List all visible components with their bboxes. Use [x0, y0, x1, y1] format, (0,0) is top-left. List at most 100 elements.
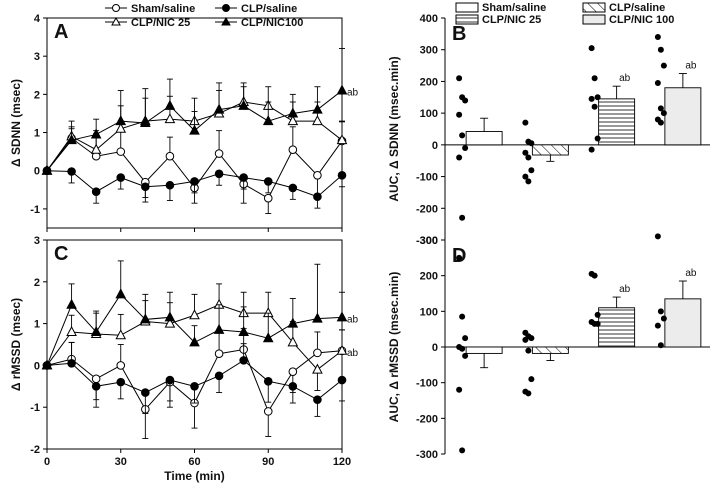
bar [531, 346, 569, 354]
data-point [190, 177, 199, 186]
data-point [91, 382, 101, 391]
legend-left-nic100: CLP/NIC100 [241, 17, 303, 29]
data-point [214, 149, 224, 158]
data-point [116, 377, 126, 387]
y-tick-label: 3 [34, 51, 40, 63]
data-point [213, 103, 225, 114]
data-point [164, 113, 176, 124]
data-point [115, 288, 127, 299]
individual-point [654, 322, 661, 329]
y-tick-label: -300 [416, 449, 438, 461]
individual-point [657, 308, 664, 315]
legend-swatch-gray-icon [582, 14, 606, 25]
panel-b-bar-chart: -300 -200 -100 0 100 200 300 400 AUC, Δ SDNN (ms… [387, 13, 710, 247]
data-point [336, 134, 348, 145]
individual-point [591, 103, 598, 110]
individual-point [660, 110, 667, 117]
individual-point [657, 105, 664, 112]
individual-point [525, 154, 532, 161]
individual-point [456, 154, 463, 161]
data-point [313, 395, 322, 404]
data-point [337, 171, 347, 180]
legend-filled-circle-icon [222, 4, 230, 12]
individual-point [459, 132, 466, 139]
data-point [239, 356, 248, 365]
individual-point [588, 95, 595, 102]
individual-point [657, 46, 664, 53]
y-tick-label: 3 [34, 235, 40, 247]
individual-point [525, 178, 532, 185]
data-point [66, 134, 77, 145]
individual-point [525, 347, 532, 354]
y-axis-label: AUC, Δ rMSSD (msec.min) [387, 272, 401, 423]
y-tick-label: -200 [416, 413, 438, 425]
data-point [263, 177, 273, 186]
y-tick-label: -100 [416, 378, 438, 390]
legend-left-nic25: CLP/NIC 25 [131, 17, 190, 29]
y-tick-label: 200 [420, 76, 438, 88]
bar-group-sham-saline [456, 75, 503, 221]
data-point [262, 115, 274, 126]
y-tick-label: -100 [416, 172, 438, 184]
significance-annotation: ab [347, 88, 359, 99]
data-point [312, 103, 323, 114]
data-point [313, 171, 322, 180]
y-tick-label: 0 [432, 140, 438, 152]
legend-right-sham: Sham/saline [482, 2, 546, 14]
y-tick-label: -300 [416, 235, 438, 247]
data-point [214, 169, 224, 179]
x-tick-label: 120 [333, 456, 351, 468]
data-point [238, 99, 249, 110]
individual-point [591, 272, 598, 279]
individual-point [456, 386, 463, 393]
bar [465, 131, 503, 146]
data-point [336, 84, 348, 95]
data-point [67, 167, 76, 176]
data-point [263, 193, 273, 203]
data-point [287, 317, 299, 328]
individual-point [462, 352, 469, 359]
y-tick-label: 100 [420, 306, 438, 318]
individual-point [660, 315, 667, 322]
x-tick-label: 0 [44, 456, 50, 468]
series-clp-nic100 [41, 48, 348, 175]
legend-right: Sham/saline CLP/saline CLP/NIC 25 CLP/NI… [455, 2, 674, 26]
data-point [313, 192, 322, 201]
data-point [91, 187, 101, 197]
data-point [116, 173, 126, 182]
panel-label: A [54, 21, 68, 43]
legend-swatch-diagonal-icon [582, 2, 606, 13]
y-axis-label: AUC, Δ SDNN (msec.min) [387, 56, 401, 201]
bar-group-clp-saline [522, 329, 569, 397]
panel-label: B [452, 23, 466, 45]
data-point [41, 359, 53, 370]
individual-point [462, 145, 469, 152]
data-point [165, 180, 175, 190]
data-point [312, 363, 323, 374]
data-point [263, 407, 273, 416]
y-tick-label: 0 [432, 342, 438, 354]
data-point [287, 107, 299, 118]
individual-point [594, 135, 601, 142]
x-tick-label: 30 [115, 456, 127, 468]
data-point [262, 332, 274, 343]
individual-point [522, 336, 529, 343]
significance-annotation: ab [619, 284, 631, 295]
y-axis-label: Δ SDNN (msec) [9, 79, 23, 167]
individual-point [522, 173, 529, 180]
individual-point [528, 335, 535, 342]
y-tick-label: 100 [420, 108, 438, 120]
series-clp-saline [42, 341, 347, 417]
data-point [238, 325, 249, 336]
data-point [189, 124, 200, 135]
significance-annotation: ab [685, 61, 697, 72]
data-point [164, 311, 176, 322]
individual-point [654, 80, 661, 87]
data-point [67, 359, 76, 368]
bar-group-clp-nic-25: ab [588, 270, 636, 348]
individual-point [525, 390, 532, 397]
individual-point [462, 335, 469, 342]
individual-point [588, 45, 595, 52]
individual-point [660, 62, 667, 69]
